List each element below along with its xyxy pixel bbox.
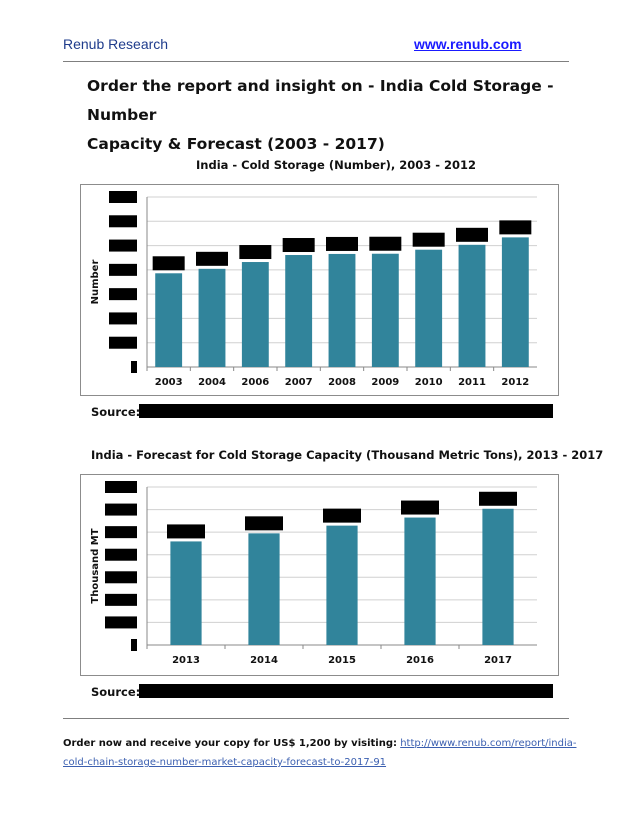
page-title: Order the report and insight on - India … (87, 72, 577, 159)
chart1-y-tick-redaction (131, 361, 137, 373)
chart1-y-tick-redaction (109, 191, 137, 203)
footer-order-text: Order now and receive your copy for US$ … (63, 734, 583, 772)
chart1-bar (415, 249, 443, 367)
chart1-bar (285, 255, 313, 367)
chart1-data-label-redaction (196, 251, 228, 266)
chart1-x-tick-label: 2010 (415, 377, 443, 388)
chart1-data-label-redaction (369, 236, 402, 251)
chart1-x-tick-label: 2006 (241, 377, 269, 388)
chart2-bar (326, 525, 358, 645)
chart2-x-tick-label: 2015 (328, 655, 356, 666)
chart2-data-label-redaction (401, 500, 439, 515)
chart1-bar (371, 253, 399, 367)
chart2-y-tick-redaction (105, 526, 137, 539)
chart1-bar (458, 244, 486, 367)
footer-divider (63, 718, 569, 719)
page-title-line1: Order the report and insight on - India … (87, 77, 554, 124)
chart2-source-label: Source: (91, 685, 141, 699)
report-link-part2[interactable]: cold-chain-storage-number-market-capacit… (63, 757, 387, 768)
chart1-x-tick-label: 2011 (458, 377, 486, 388)
chart1-bar (241, 262, 269, 367)
chart1-source-label: Source: (91, 405, 141, 419)
chart2-bar (404, 517, 436, 645)
chart1-title: India - Cold Storage (Number), 2003 - 20… (196, 158, 477, 172)
chart2-source-redaction (139, 684, 553, 698)
chart1-x-tick-label: 2009 (371, 377, 399, 388)
chart2-y-tick-redaction (105, 571, 137, 584)
chart1-y-tick-redaction (109, 263, 137, 276)
chart2-data-label-redaction (167, 524, 205, 539)
chart1-bar (155, 273, 183, 367)
chart1-plot: Number 2003 2004 2006 2007 2008 2009 2010 2011 20… (90, 191, 537, 388)
chart1-data-label-redaction (152, 256, 185, 271)
chart2-x-tick-label: 2016 (406, 655, 434, 666)
footer-order-label: Order now and receive your copy for US$ … (63, 738, 397, 749)
chart1-data-label-redaction (412, 232, 445, 247)
chart2-data-label-redaction (479, 491, 517, 506)
chart2-y-tick-redaction (105, 503, 137, 516)
chart2-bar (482, 508, 514, 645)
chart1-bar (328, 253, 356, 367)
chart1-bar (198, 268, 226, 367)
chart2-bar (170, 541, 202, 645)
chart1-frame: Number 2003 2004 2006 2007 2008 2009 2010 2011 20… (80, 184, 559, 396)
chart1-x-tick-label: 2012 (501, 377, 529, 388)
chart2-plot: Thousand MT 2013 2014 2015 2016 2017 (90, 481, 537, 666)
chart1-y-tick-redaction (109, 336, 137, 349)
report-link-part1[interactable]: http://www.renub.com/report/india- (400, 738, 577, 749)
chart1-y-tick-redaction (109, 312, 137, 325)
chart1-y-axis-title: Number (90, 260, 101, 305)
chart1-x-tick-label: 2004 (198, 377, 226, 388)
brand-name: Renub Research (63, 36, 169, 52)
chart2-y-tick-redaction (105, 593, 137, 606)
chart2-data-label-redaction (245, 516, 283, 531)
chart2-y-tick-redaction (105, 616, 137, 629)
chart2-x-tick-label: 2017 (484, 655, 512, 666)
chart1-y-tick-redaction (109, 288, 137, 301)
chart1-data-label-redaction (499, 220, 532, 235)
chart1-data-label-redaction (456, 227, 488, 242)
chart1-source-redaction (139, 404, 553, 418)
chart1-y-tick-redaction (109, 215, 137, 228)
chart2-x-tick-label: 2014 (250, 655, 278, 666)
chart2-frame: Thousand MT 2013 2014 2015 2016 2017 (80, 474, 559, 676)
chart1-x-tick-label: 2008 (328, 377, 356, 388)
chart1-y-tick-redaction (109, 239, 137, 252)
chart1-data-label-redaction (282, 238, 315, 253)
chart1-x-tick-label: 2007 (285, 377, 313, 388)
chart1-data-label-redaction (239, 245, 272, 260)
chart2-title: India - Forecast for Cold Storage Capaci… (91, 448, 604, 462)
chart2-bar (248, 533, 280, 645)
chart2-x-tick-label: 2013 (172, 655, 200, 666)
website-link[interactable]: www.renub.com (414, 36, 522, 52)
chart2-y-axis-title: Thousand MT (90, 528, 101, 603)
header-divider (63, 61, 569, 62)
chart1-bar (501, 237, 529, 367)
chart2-y-tick-redaction (105, 548, 137, 561)
chart1-data-label-redaction (326, 236, 358, 251)
chart2-data-label-redaction (323, 508, 361, 523)
page-title-line2: Capacity & Forecast (2003 - 2017) (87, 135, 385, 153)
chart2-y-tick-redaction (105, 481, 137, 493)
chart1-x-tick-label: 2003 (155, 377, 183, 388)
chart2-y-tick-redaction (131, 639, 137, 651)
